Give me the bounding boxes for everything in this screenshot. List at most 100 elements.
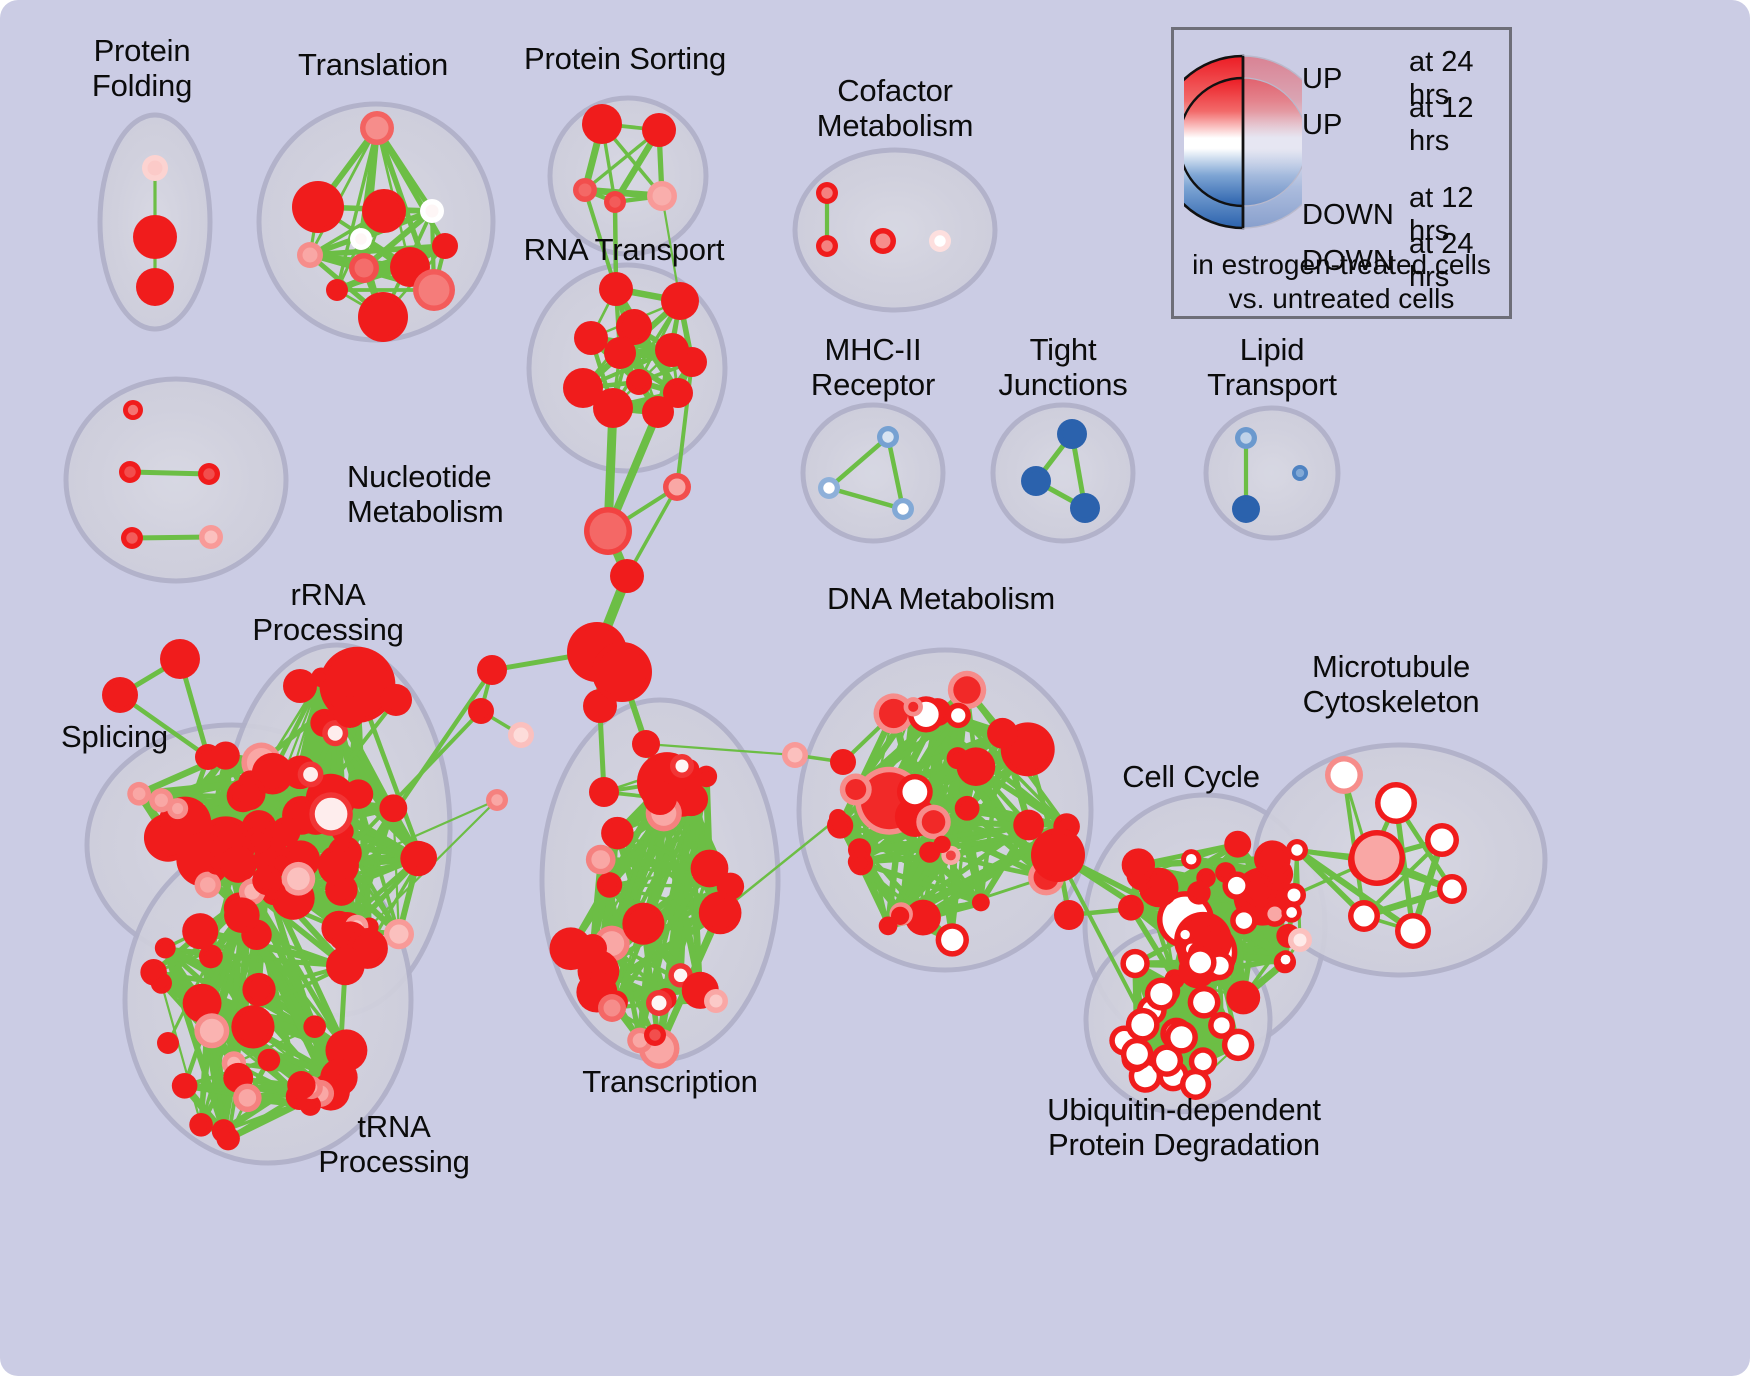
node-mhc-ii <box>818 477 840 499</box>
node-rrna <box>283 669 317 703</box>
node-bridge <box>829 809 847 827</box>
legend-direction: UP <box>1302 108 1343 141</box>
node-cell-cycle <box>1276 950 1295 969</box>
node-transcription <box>698 891 742 935</box>
node-protein-folding <box>136 268 174 306</box>
node-trna <box>171 1072 198 1099</box>
node-transcription <box>598 994 626 1022</box>
legend-time: at 12 hrs <box>1409 182 1474 247</box>
node-translation <box>432 233 458 259</box>
node-transcription <box>643 781 677 815</box>
node-dna-metabolism <box>954 795 980 821</box>
node-ubiquitin <box>1164 1020 1198 1054</box>
node-ubiquitin <box>1150 1044 1184 1077</box>
legend-caption-line1: in estrogen-treated cells <box>1192 249 1491 280</box>
node-protein-folding <box>133 215 177 259</box>
node-translation <box>297 242 323 268</box>
legend-row-up-24: UP at 24 hrs <box>1302 46 1517 111</box>
node-protein-sorting <box>647 181 677 211</box>
node-bridge <box>508 722 534 748</box>
node-translation <box>358 292 408 342</box>
node-transcription <box>646 990 672 1016</box>
node-bridge <box>610 559 644 593</box>
node-cell-cycle <box>1254 840 1291 878</box>
node-cell-cycle <box>1261 901 1288 927</box>
node-rrna <box>383 919 415 950</box>
node-dna-metabolism <box>971 893 990 912</box>
node-rna-transport <box>593 388 633 428</box>
node-microtubule <box>1286 839 1308 861</box>
node-trna <box>216 1126 240 1151</box>
node-cell-cycle <box>1222 871 1251 900</box>
node-trna <box>231 1005 275 1049</box>
node-tight-junctions <box>1021 466 1051 496</box>
node-ubiquitin <box>1183 946 1217 979</box>
node-dna-metabolism <box>896 773 933 810</box>
node-translation <box>413 269 455 311</box>
node-rna-transport <box>574 321 608 355</box>
node-dna-metabolism <box>947 670 987 710</box>
node-trna <box>140 958 167 986</box>
node-ubiquitin <box>1188 1047 1218 1076</box>
node-transcription <box>601 816 634 850</box>
node-rrna <box>231 776 266 811</box>
node-translation <box>420 199 444 223</box>
node-dna-metabolism <box>933 835 951 854</box>
node-rna-transport <box>563 368 603 408</box>
node-nucleotide <box>198 463 220 485</box>
node-bridge <box>830 749 856 775</box>
node-cofactor <box>870 228 896 254</box>
node-ubiquitin <box>1144 977 1178 1011</box>
node-microtubule <box>1375 782 1417 824</box>
node-bridge <box>782 742 808 768</box>
node-translation <box>350 228 372 250</box>
node-translation <box>349 253 379 283</box>
cluster-halo-mhc-ii <box>800 402 946 544</box>
node-transcription <box>674 782 709 817</box>
node-transcription <box>585 844 616 875</box>
node-dna-metabolism <box>956 747 996 787</box>
node-bridge <box>663 473 691 501</box>
node-transcription <box>690 849 729 888</box>
node-trna <box>233 1083 262 1113</box>
node-nucleotide <box>121 527 143 549</box>
node-trna <box>182 983 222 1023</box>
legend-time: at 24 hrs <box>1409 46 1474 111</box>
node-rna-transport <box>642 396 674 428</box>
node-trna <box>287 1071 316 1100</box>
node-microtubule <box>1282 883 1306 907</box>
node-ubiquitin <box>1221 1028 1255 1062</box>
node-microtubule <box>1348 900 1380 932</box>
node-cell-cycle <box>1230 906 1258 935</box>
node-translation <box>292 181 344 233</box>
node-trna <box>252 865 282 896</box>
node-dna-metabolism <box>848 850 874 876</box>
node-trna <box>224 897 260 934</box>
node-protein-folding <box>142 155 168 181</box>
node-transcription <box>670 754 694 778</box>
node-dna-metabolism <box>878 916 898 936</box>
cluster-halo-lipid-transport <box>1203 405 1341 541</box>
node-protein-sorting <box>604 191 626 213</box>
legend-row-down-12: DOWN at 12 hrs <box>1302 182 1517 247</box>
node-splicing <box>127 781 151 806</box>
legend-direction: UP <box>1302 62 1343 95</box>
node-bridge <box>1031 828 1085 882</box>
legend-time: at 24 hrs <box>1409 228 1474 293</box>
node-rna-transport <box>604 337 636 369</box>
node-splicing <box>102 677 138 713</box>
node-lipid-transport <box>1235 427 1257 449</box>
node-cell-cycle <box>1224 830 1252 858</box>
node-microtubule <box>1425 823 1459 857</box>
node-dna-metabolism <box>1013 809 1044 841</box>
node-dna-metabolism <box>935 923 969 957</box>
node-trna <box>194 1013 230 1049</box>
node-nucleotide <box>119 461 141 483</box>
node-protein-sorting <box>573 178 597 202</box>
node-rrna <box>322 720 349 747</box>
node-cell-cycle <box>1181 849 1202 870</box>
node-trna <box>182 913 219 950</box>
node-transcription <box>622 902 665 945</box>
node-nucleotide <box>199 525 223 549</box>
node-cofactor <box>929 230 951 252</box>
